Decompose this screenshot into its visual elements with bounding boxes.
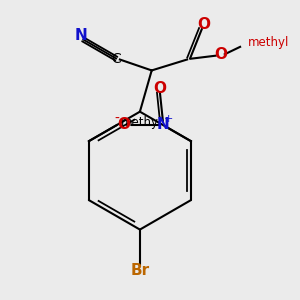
Text: N: N xyxy=(74,28,87,44)
Text: Br: Br xyxy=(130,263,149,278)
Text: +: + xyxy=(164,114,173,124)
Text: methyl: methyl xyxy=(248,36,289,49)
Text: O: O xyxy=(214,47,227,62)
Text: N: N xyxy=(157,117,169,132)
Text: O: O xyxy=(153,81,167,96)
Text: methyl: methyl xyxy=(121,116,162,128)
Text: C: C xyxy=(112,52,121,66)
Text: O: O xyxy=(118,117,130,132)
Text: -: - xyxy=(115,112,120,125)
Text: O: O xyxy=(197,17,210,32)
